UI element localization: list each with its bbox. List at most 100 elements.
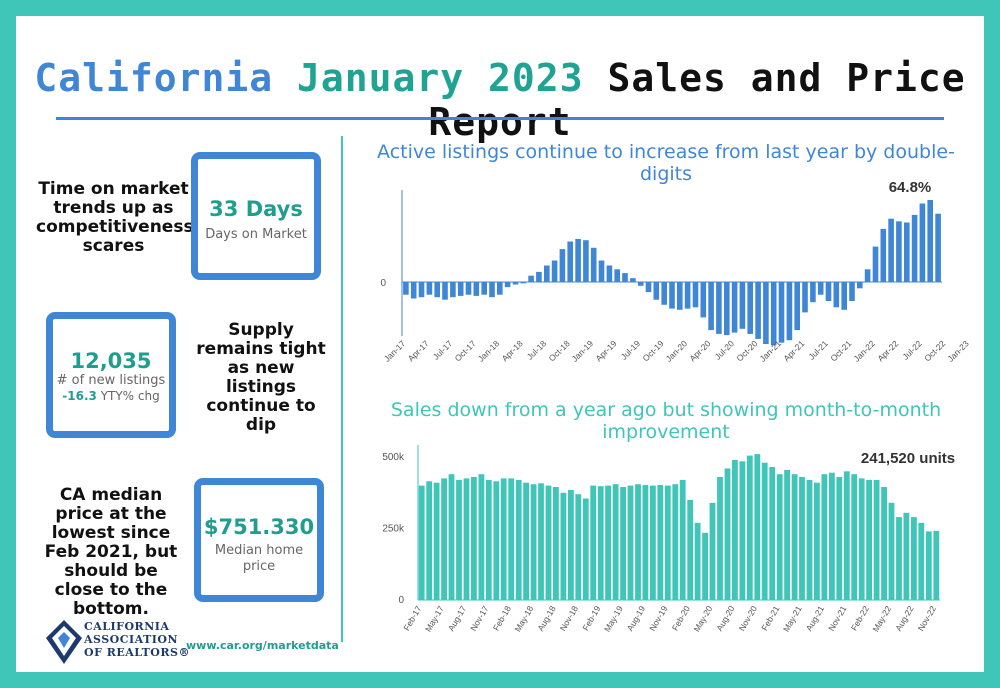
chart2-bar — [858, 478, 865, 600]
chart1-xtick-label: Apr-22 — [875, 338, 900, 363]
chart1-bar — [833, 282, 840, 308]
chart2-bar — [769, 467, 776, 600]
chart2-bar — [426, 481, 433, 600]
chart2-bar — [694, 522, 701, 600]
chart2-bar — [829, 472, 835, 600]
chart2-bar — [702, 532, 708, 600]
org-line-3: OF REALTORS® — [84, 646, 190, 659]
chart2-bar — [418, 485, 425, 600]
chart2-bar — [448, 474, 455, 600]
note-time-on-market: Time on market trends up as competitiven… — [36, 179, 194, 256]
chart1-bar — [857, 282, 863, 289]
report-card: California January 2023 Sales and Price … — [16, 16, 984, 672]
chart1-bar — [786, 282, 793, 341]
chart1-bar — [575, 239, 581, 282]
chart1-bar — [653, 282, 660, 300]
price-value: $751.330 — [203, 515, 315, 539]
listings-label: # of new listings — [56, 373, 166, 388]
chart1-bar — [770, 282, 777, 346]
chart1-bar — [512, 282, 519, 285]
chart1-bar — [520, 282, 527, 284]
chart1-bar — [708, 282, 714, 331]
chart1-bar — [841, 282, 847, 310]
days-label: Days on Market — [205, 227, 307, 242]
chart2-bar — [761, 462, 768, 600]
chart1-bar — [724, 282, 730, 336]
chart2-ytick-label: 250k — [382, 524, 405, 535]
chart1-bar — [700, 282, 707, 318]
chart1-bar — [622, 273, 628, 282]
chart1-bar — [778, 282, 785, 343]
chart2-xtick-label: Feb-22 — [849, 604, 871, 633]
chart1-xtick-label: Jan-19 — [570, 338, 596, 364]
chart1-xtick-label: Oct-17 — [453, 338, 478, 363]
chart2-xtick-label: May-17 — [423, 604, 446, 634]
chart1-xtick-label: Apr-18 — [500, 338, 525, 363]
chart2-xtick-label: Feb-19 — [580, 604, 602, 633]
chart2-bar — [866, 479, 872, 600]
chart1-xtick-label: Jan-21 — [758, 338, 784, 364]
chart1-bar — [911, 214, 918, 282]
chart1-bar — [677, 282, 683, 310]
chart2-bar — [814, 482, 820, 600]
chart2-bar — [806, 479, 813, 600]
chart2-bar — [799, 477, 805, 600]
chart2-xtick-label: Nov-22 — [916, 604, 938, 633]
chart2-bar — [791, 474, 798, 600]
chart2-bar — [896, 517, 902, 600]
chart2-bar — [776, 474, 783, 600]
chart1-annotation: 64.8% — [889, 179, 932, 196]
chart1-bar — [544, 265, 550, 282]
chart1-bar — [489, 282, 495, 298]
chart2-bar — [881, 487, 887, 600]
chart2-bar — [530, 484, 537, 600]
stat-new-listings: 12,035 # of new listings -16.3 YTY% chg — [46, 312, 176, 438]
chart1-bar — [559, 249, 566, 282]
chart2-bar — [687, 499, 694, 600]
chart2-bar — [553, 487, 559, 600]
chart2-bar — [627, 485, 634, 600]
chart1-bar — [904, 222, 910, 282]
chart2-bar — [664, 485, 671, 600]
chart2-xtick-label: Aug-22 — [893, 604, 916, 633]
chart2-bar — [582, 498, 589, 600]
chart1-bar — [457, 282, 464, 296]
market-data-link[interactable]: www.car.org/marketdata — [186, 639, 339, 652]
chart2-bar — [888, 502, 895, 600]
chart2-xtick-label: Aug-18 — [535, 604, 558, 633]
chart1-bar — [590, 247, 597, 282]
chart2-xtick-label: May-18 — [512, 604, 535, 634]
chart2-xtick-label: Feb-20 — [670, 604, 692, 633]
chart2-bar — [433, 482, 440, 600]
chart2-bar — [784, 469, 790, 600]
chart2-bar — [441, 478, 447, 600]
chart2-bar — [597, 486, 604, 600]
chart1-bar — [755, 282, 761, 339]
chart1-bar — [403, 282, 409, 295]
chart2-bar — [612, 484, 619, 600]
chart1-ytick-label: 0 — [380, 278, 386, 289]
chart1-xtick-label: Jan-17 — [382, 338, 408, 364]
page-title: California January 2023 Sales and Price … — [16, 56, 984, 144]
chart2-bar — [523, 482, 529, 600]
chart2-bar — [478, 474, 485, 600]
chart1-bar — [434, 282, 440, 298]
title-part-1: California — [34, 56, 274, 100]
chart1-xtick-label: Apr-21 — [781, 338, 806, 363]
chart2-bar — [463, 478, 470, 600]
chart2-bar — [568, 489, 574, 600]
chart1-xtick-label: Oct-19 — [641, 338, 666, 363]
chart2-bar — [575, 494, 582, 600]
chart2-bar — [836, 477, 843, 600]
chart2-bar — [843, 471, 850, 600]
chart2-bar — [903, 512, 910, 600]
chart2-bar — [739, 461, 746, 600]
chart1-bar — [551, 260, 558, 282]
chart1-xtick-label: Jan-22 — [851, 338, 877, 364]
listings-change: -16.3 YTY% chg — [53, 389, 169, 403]
chart1-bar — [849, 282, 855, 301]
title-part-3: Sales and Price Report — [428, 56, 966, 144]
chart2-bar — [672, 484, 679, 600]
chart1-bar — [802, 282, 808, 313]
